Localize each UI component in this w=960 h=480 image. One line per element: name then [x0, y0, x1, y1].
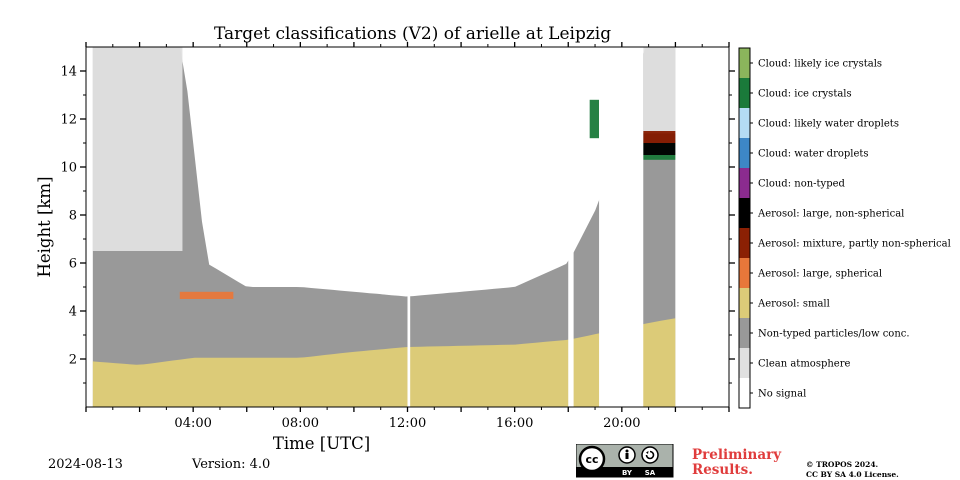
y-tick-label: 12: [60, 113, 77, 128]
preliminary-notice: Preliminary Results.: [692, 447, 782, 478]
legend-label: Cloud: likely ice crystals: [758, 59, 882, 70]
legend-label: Non-typed particles/low conc.: [758, 329, 910, 340]
colorbar-swatch: [739, 228, 750, 258]
colorbar-swatch: [739, 48, 750, 78]
y-tick-label: 6: [69, 257, 77, 272]
colorbar-legend: No signal Clean atmosphere Non-typed parti…: [738, 47, 951, 409]
x-tick-label: 16:00: [496, 416, 533, 431]
legend-label: Cloud: ice crystals: [758, 89, 852, 100]
data-gap-0: [86, 47, 93, 407]
region-aerosol-small-0: [92, 318, 676, 407]
colorbar-swatch: [739, 288, 750, 318]
legend-label: Cloud: likely water droplets: [758, 119, 899, 130]
colorbar-swatch: [739, 108, 750, 138]
axes: 04:00 08:00 12:00 16:00 20:00 2 4 6 8 10 12 14 Time …: [35, 42, 735, 453]
chart-title: Target classifications (V2) of arielle a…: [214, 24, 612, 44]
legend-label: Aerosol: small: [757, 299, 830, 310]
cc-license-badge: cc BY SA: [576, 444, 674, 478]
y-tick-label: 4: [69, 305, 77, 320]
measurement-date: 2024-08-13: [48, 457, 123, 472]
sa-label: SA: [645, 469, 656, 477]
svg-text:cc: cc: [585, 453, 598, 466]
copyright-notice: © TROPOS 2024. CC BY SA 4.0 License.: [806, 460, 956, 480]
plot-area: [86, 47, 729, 407]
y-tick-label: 10: [60, 161, 77, 176]
colorbar-swatch: [739, 138, 750, 168]
y-tick-label: 14: [60, 65, 77, 80]
colorbar-swatch: [739, 348, 750, 378]
colorbar-swatch: [739, 168, 750, 198]
legend-label: Cloud: non-typed: [758, 179, 846, 190]
data-gap-1: [407, 47, 411, 407]
colorbar-swatch: [739, 318, 750, 348]
by-label: BY: [622, 469, 633, 477]
y-tick-label: 2: [69, 353, 77, 368]
region-non-typed-particles-low-conc--1: [92, 47, 676, 407]
by-icon: [618, 446, 636, 464]
cc-icon: cc: [578, 445, 606, 473]
legend-label: Aerosol: large, non-spherical: [757, 209, 904, 220]
region-aerosol-mixture-partly-non-spherical-7: [643, 131, 676, 143]
legend-label: Aerosol: large, spherical: [757, 269, 882, 280]
colorbar-swatch: [739, 198, 750, 228]
colorbar-frame: [738, 47, 751, 409]
region-clean-atmosphere-2: [92, 47, 183, 251]
x-tick-label: 04:00: [174, 416, 211, 431]
y-tick-label: 8: [69, 209, 77, 224]
y-axis-label: Height [km]: [35, 176, 54, 277]
region-cloud-ice-crystals-4: [589, 99, 600, 139]
data-gap-3: [599, 47, 644, 407]
legend-label: No signal: [758, 389, 806, 400]
legend-label: Clean atmosphere: [758, 359, 851, 370]
copyright-line: © TROPOS 2024.: [806, 460, 879, 469]
region-clean-atmosphere-3: [643, 47, 676, 131]
sa-icon: [641, 446, 659, 464]
version-label: Version: 4.0: [192, 457, 271, 472]
x-tick-label: 12:00: [389, 416, 426, 431]
data-gap-4: [675, 47, 729, 407]
colorbar-swatch: [739, 78, 750, 108]
data-gap-2: [568, 47, 574, 407]
colorbar-swatch: [739, 258, 750, 288]
colorbar-swatch: [739, 378, 750, 408]
region-aerosol-large-spherical-8: [179, 291, 234, 299]
legend-label: Cloud: water droplets: [758, 149, 869, 160]
x-axis-label: Time [UTC]: [273, 434, 370, 453]
legend-label: Aerosol: mixture, partly non-spherical: [757, 239, 951, 250]
x-tick-label: 20:00: [603, 416, 640, 431]
license-line: CC BY SA 4.0 License.: [806, 470, 899, 479]
x-tick-label: 08:00: [282, 416, 319, 431]
